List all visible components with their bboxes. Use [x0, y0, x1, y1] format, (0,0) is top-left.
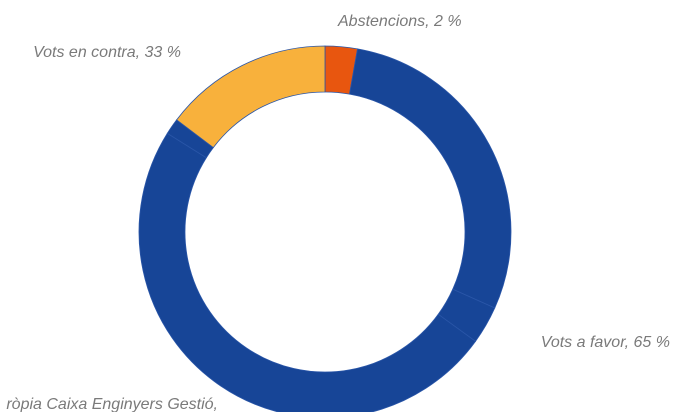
donut-slice — [349, 48, 512, 309]
slice-label: ròpia Caixa Enginyers Gestió, — [6, 396, 218, 412]
slice-label: Abstencions, 2 % — [337, 13, 462, 30]
donut-slice — [138, 132, 477, 412]
slice-label: Vots en contra, 33 % — [33, 44, 181, 61]
slice-label: Vots a favor, 65 % — [541, 334, 670, 351]
donut-slice — [176, 45, 326, 149]
